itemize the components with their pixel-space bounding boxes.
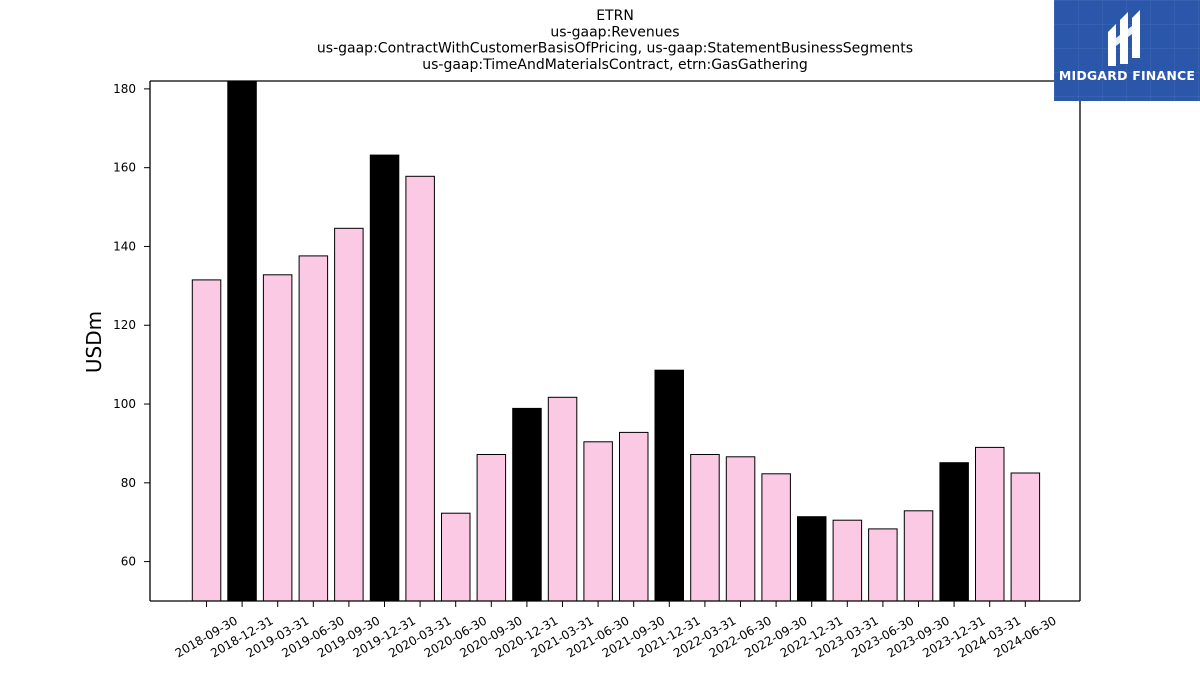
bar-2019-09-30 (334, 227, 364, 601)
y-tick-label: 180 (113, 82, 136, 96)
axes-group (149, 80, 1081, 602)
bar-2022-03-31 (690, 454, 720, 601)
y-ticks-group: 60 80 100 120 140 160 180 (113, 82, 150, 569)
bar-2020-09-30 (476, 454, 507, 601)
bar-2022-12-31 (797, 516, 827, 601)
bar-2019-12-31 (369, 154, 400, 601)
x-ticks-group: 2018-09-302018-12-312019-03-312019-06-30… (173, 601, 1059, 660)
y-tick-label: 60 (121, 555, 136, 569)
bar-2018-12-31 (227, 81, 257, 601)
y-axis-label: USDm (82, 311, 106, 373)
bar-2021-09-30 (619, 431, 649, 601)
bar-2021-12-31 (654, 369, 684, 601)
y-tick-label: 120 (113, 318, 136, 332)
y-tick-label: 160 (113, 161, 136, 175)
midgard-finance-logo: MIDGARD FINANCE (1054, 0, 1200, 101)
chart-title-line: ETRN (596, 8, 634, 24)
logo-text: MIDGARD FINANCE (1058, 68, 1196, 83)
bar-2022-09-30 (761, 473, 791, 601)
bar-2023-03-31 (832, 519, 863, 601)
y-tick-label: 140 (113, 239, 136, 253)
chart-title-line: us-gaap:TimeAndMaterialsContract, etrn:G… (422, 57, 808, 73)
midgard-finance-logo-icon (1108, 10, 1140, 66)
bar-2019-03-31 (262, 274, 293, 601)
bar-2023-06-30 (868, 528, 898, 601)
y-tick-label: 80 (121, 476, 136, 490)
bar-2021-03-31 (547, 396, 578, 601)
bar-2024-06-30 (1010, 472, 1041, 601)
bar-2019-06-30 (298, 255, 329, 601)
chart-title: ETRNus-gaap:Revenuesus-gaap:ContractWith… (317, 8, 913, 73)
chart-title-line: us-gaap:Revenues (550, 24, 679, 40)
bar-2023-12-31 (939, 462, 969, 601)
bar-2024-03-31 (975, 446, 1005, 601)
bar-2020-12-31 (512, 407, 542, 601)
bars-group (191, 81, 1041, 601)
bar-2023-09-30 (903, 510, 934, 601)
bar-2021-06-30 (583, 441, 613, 601)
chart-title-line: us-gaap:ContractWithCustomerBasisOfPrici… (317, 41, 913, 57)
bar-2022-06-30 (725, 456, 756, 601)
bar-2018-09-30 (191, 279, 222, 601)
y-tick-label: 100 (113, 397, 136, 411)
bar-2020-06-30 (441, 512, 471, 601)
bar-2020-03-31 (405, 175, 435, 601)
